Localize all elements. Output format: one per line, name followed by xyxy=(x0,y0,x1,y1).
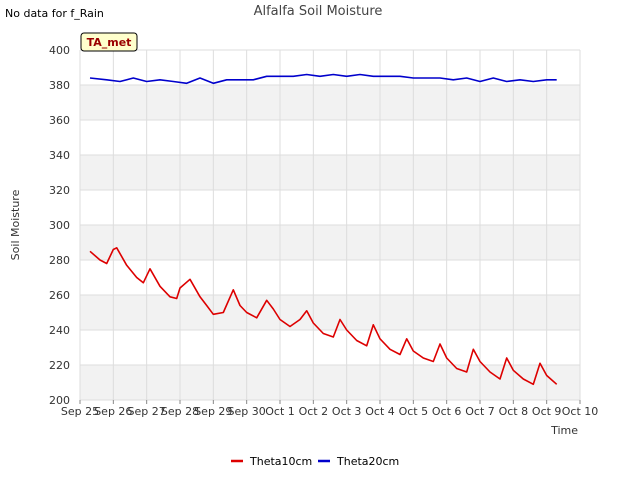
x-tick-label: Sep 25 xyxy=(61,405,99,418)
y-tick-label: 200 xyxy=(49,394,70,407)
band xyxy=(80,225,580,260)
band xyxy=(80,85,580,120)
y-tick-label: 360 xyxy=(49,114,70,127)
legend-label-theta10cm: Theta10cm xyxy=(249,455,312,468)
series-lines xyxy=(89,73,558,386)
y-tick-label: 320 xyxy=(49,184,70,197)
y-tick-labels: 200 220 240 260 280 300 320 340 360 380 400 xyxy=(49,44,70,407)
y-tick-label: 240 xyxy=(49,324,70,337)
x-tick-label: Sep 26 xyxy=(94,405,132,418)
x-axis-label: Time xyxy=(550,424,578,437)
y-tick-label: 220 xyxy=(49,359,70,372)
no-data-note: No data for f_Rain xyxy=(5,7,104,20)
x-tick-label: Oct 4 xyxy=(365,405,395,418)
series-line-theta20cm xyxy=(89,73,557,85)
x-tick-label: Oct 6 xyxy=(432,405,462,418)
y-tick-label: 300 xyxy=(49,219,70,232)
ta-met-badge-label: TA_met xyxy=(87,36,132,49)
x-tick-label: Sep 28 xyxy=(161,405,199,418)
x-tick-label: Oct 2 xyxy=(299,405,329,418)
x-tick-label: Sep 27 xyxy=(128,405,166,418)
band xyxy=(80,295,580,330)
x-tick-label: Oct 1 xyxy=(265,405,295,418)
y-axis-label: Soil Moisture xyxy=(9,189,22,260)
gridlines xyxy=(79,49,581,404)
band xyxy=(80,365,580,400)
legend-label-theta20cm: Theta20cm xyxy=(336,455,399,468)
x-tick-label: Oct 3 xyxy=(332,405,362,418)
x-tick-label: Sep 30 xyxy=(228,405,266,418)
y-tick-label: 380 xyxy=(49,79,70,92)
ta-met-badge: TA_met xyxy=(80,32,138,52)
x-tick-label: Oct 5 xyxy=(399,405,429,418)
x-tick-label: Oct 8 xyxy=(499,405,529,418)
y-tick-label: 400 xyxy=(49,44,70,57)
legend: Theta10cm Theta20cm xyxy=(231,455,399,468)
y-tick-label: 260 xyxy=(49,289,70,302)
x-tick-label: Oct 9 xyxy=(532,405,562,418)
x-tick-label: Sep 29 xyxy=(194,405,232,418)
x-tick-label: Oct 7 xyxy=(465,405,495,418)
x-tick-label: Oct 10 xyxy=(562,405,599,418)
series-line-theta10cm xyxy=(89,247,558,386)
band xyxy=(80,155,580,190)
chart-title: Alfalfa Soil Moisture xyxy=(254,4,383,19)
y-tick-label: 280 xyxy=(49,254,70,267)
y-tick-label: 340 xyxy=(49,149,70,162)
